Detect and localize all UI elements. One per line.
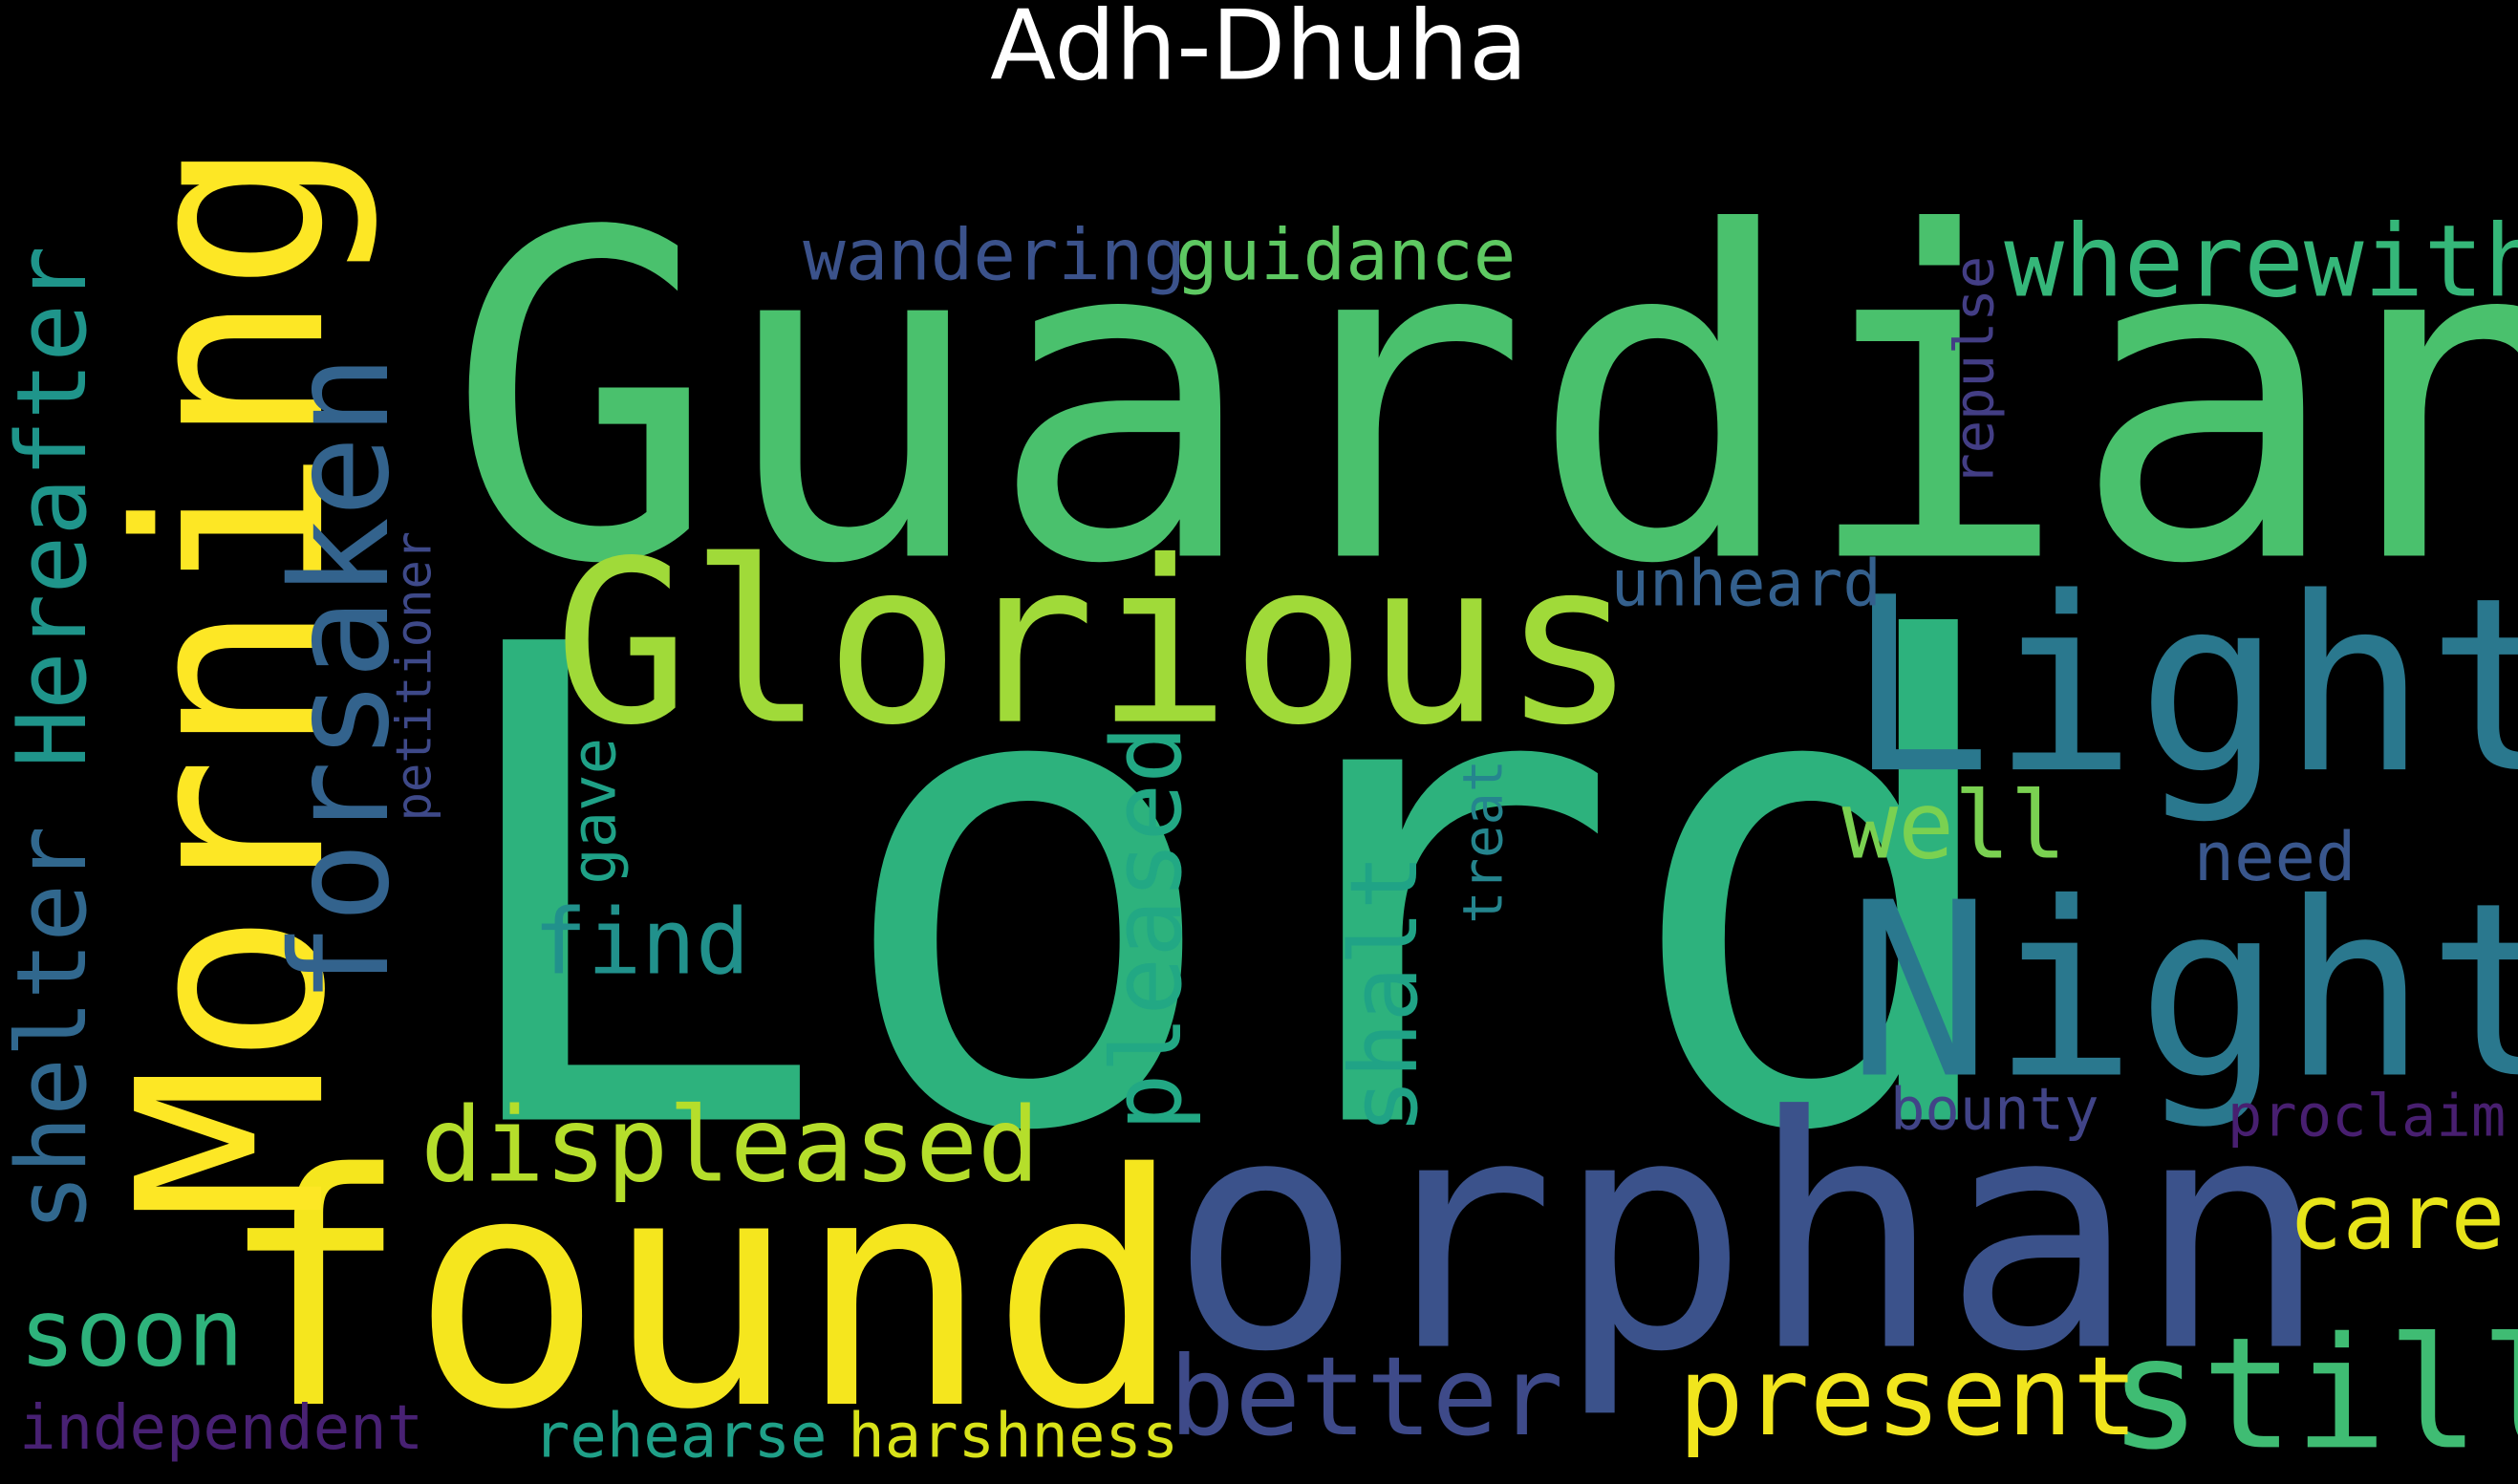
- word-rehearse: rehearse: [532, 1400, 828, 1472]
- word-displeased: displeased: [420, 1086, 1040, 1207]
- word-proclaim: proclaim: [2227, 1084, 2507, 1151]
- word-better: better: [1169, 1334, 1564, 1462]
- word-guidance: guidance: [1175, 215, 1517, 297]
- word-shelter: shelter: [0, 826, 110, 1233]
- word-orphan: orphan: [1169, 1048, 2330, 1424]
- word-care: care: [2288, 1166, 2506, 1271]
- word-unheard: unheard: [1610, 548, 1882, 622]
- word-independent: independent: [19, 1392, 424, 1464]
- word-need: need: [2193, 817, 2357, 896]
- word-treat: treat: [1452, 759, 1517, 924]
- word-glorious: Glorious: [553, 513, 1637, 776]
- word-light: Light: [1846, 548, 2518, 828]
- word-harshness: harshness: [848, 1400, 1179, 1472]
- word-shelter-hereafter: shelter Hereafter: [0, 233, 109, 1245]
- word-pleased: pleased: [1091, 724, 1205, 1132]
- word-find: find: [532, 891, 750, 997]
- word-found: found: [216, 1107, 1184, 1481]
- word-present: present: [1678, 1334, 2139, 1462]
- word-bounty: bounty: [1889, 1077, 2099, 1144]
- word-shalt: shalt: [1329, 853, 1439, 1135]
- title: Adh-Dhuha: [990, 0, 1528, 103]
- word-well: well: [1841, 770, 2067, 881]
- word-wandering: wandering: [803, 215, 1186, 297]
- word-wherewith: wherewith: [2004, 202, 2518, 320]
- word-gave: gave: [558, 737, 630, 885]
- word-lord: Lord: [433, 507, 2020, 1276]
- word-night: Night: [1846, 852, 2518, 1132]
- word-still: still: [2108, 1303, 2518, 1484]
- word-repulse: repulse: [1943, 255, 2008, 486]
- word-hereafter: Hereafter: [0, 246, 110, 768]
- word-soon: soon: [19, 1278, 244, 1388]
- word-petitioner: petitioner: [387, 530, 443, 822]
- word-guardian: Guardian: [446, 140, 2518, 664]
